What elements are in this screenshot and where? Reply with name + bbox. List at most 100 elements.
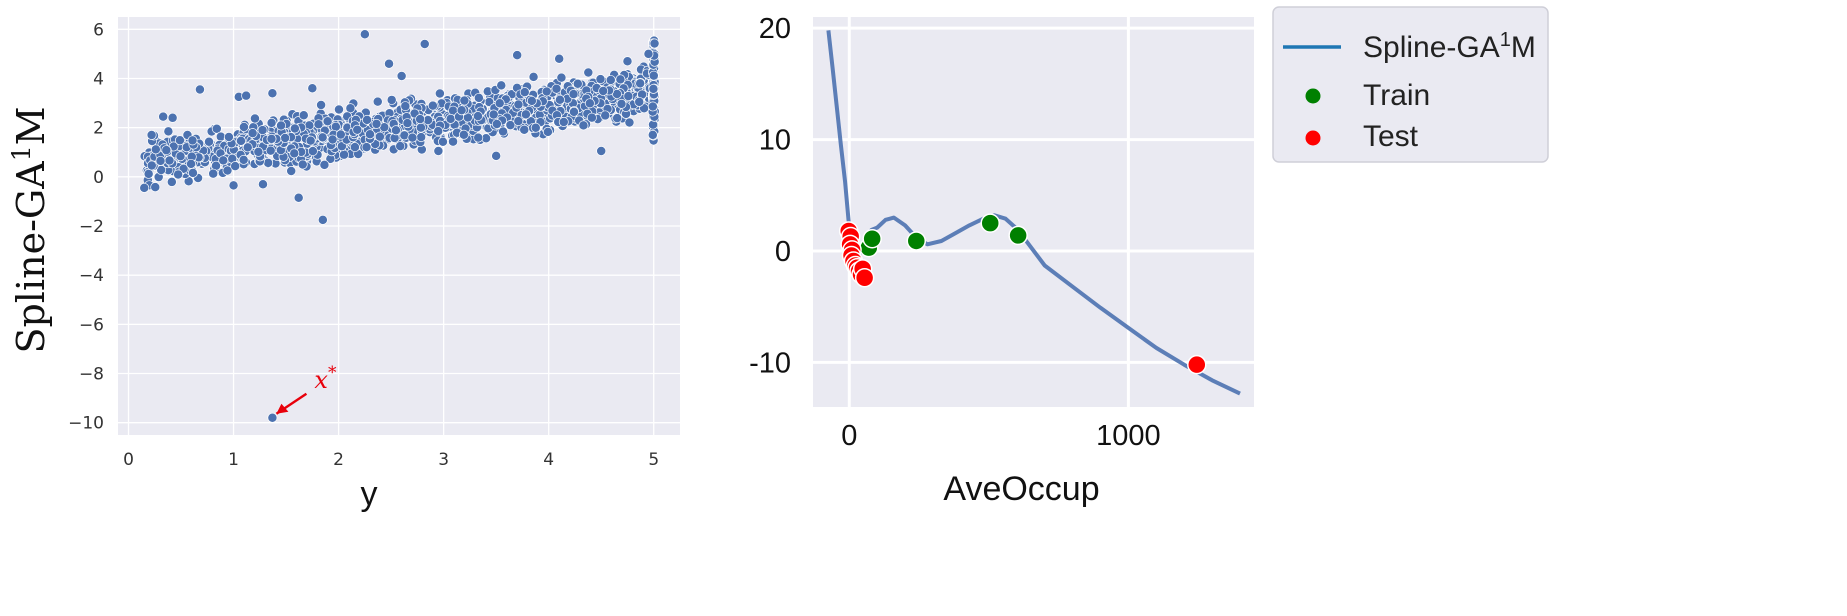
data-point xyxy=(230,161,241,172)
train-points xyxy=(859,213,1028,258)
data-point xyxy=(558,117,569,127)
data-point xyxy=(505,120,516,131)
data-point xyxy=(407,132,418,143)
annotation-label-sup: * xyxy=(328,363,337,383)
data-point xyxy=(293,192,304,203)
data-point xyxy=(319,159,330,170)
data-point xyxy=(624,117,635,128)
data-point xyxy=(223,132,234,142)
data-point xyxy=(317,132,328,143)
data-point xyxy=(361,142,372,153)
data-point xyxy=(313,119,324,130)
data-point xyxy=(236,135,246,146)
data-point xyxy=(400,101,411,112)
data-point xyxy=(415,122,426,133)
data-point xyxy=(551,83,562,94)
data-point xyxy=(648,70,659,81)
data-point xyxy=(359,29,370,40)
data-point xyxy=(384,58,394,69)
data-point xyxy=(276,120,287,131)
data-point xyxy=(298,110,309,121)
data-point xyxy=(473,132,484,143)
left-ticks: 0 1 2 3 4 5 6 4 2 0 −2 −4 −6 −8 −10 xyxy=(68,20,659,470)
left-y-tick-label: 2 xyxy=(93,119,104,139)
legend-label-spline-sup: 1 xyxy=(1500,29,1511,51)
right-plot-area xyxy=(813,17,1254,407)
data-point xyxy=(647,129,658,140)
data-point xyxy=(416,132,427,143)
left-x-tick-label: 4 xyxy=(543,450,554,470)
annotation-arrow xyxy=(275,392,308,415)
data-point xyxy=(643,48,654,59)
data-point xyxy=(600,110,611,121)
data-point xyxy=(175,151,186,162)
legend-box xyxy=(1272,6,1549,163)
data-point xyxy=(386,94,397,105)
data-point xyxy=(530,122,541,133)
left-y-tick-label: −2 xyxy=(79,217,104,237)
right-y-tick-label: 10 xyxy=(759,125,791,157)
right-x-axis-label: AveOccup xyxy=(943,470,1099,508)
data-point xyxy=(473,111,483,122)
left-x-tick-label: 2 xyxy=(333,450,344,470)
left-y-axis-label-main: Spline-GA xyxy=(9,161,53,354)
data-point xyxy=(257,125,268,136)
data-point xyxy=(612,113,623,124)
data-point xyxy=(555,94,565,105)
left-x-tick-label: 0 xyxy=(123,450,134,470)
annotation-arrow-head xyxy=(276,403,289,414)
data-point xyxy=(143,168,154,179)
data-point xyxy=(554,53,565,64)
legend-label-spline: Spline-GA1M xyxy=(1363,29,1536,64)
data-point xyxy=(402,118,413,129)
data-point xyxy=(173,169,184,180)
left-y-axis-label: Spline-GA1M xyxy=(7,106,53,353)
data-point xyxy=(155,155,166,166)
data-point xyxy=(238,154,249,165)
left-points xyxy=(139,29,660,423)
right-y-tick-label: 0 xyxy=(775,236,791,268)
data-point xyxy=(648,83,659,94)
data-point xyxy=(327,134,338,145)
data-point xyxy=(448,136,458,147)
data-point xyxy=(519,87,530,98)
data-point xyxy=(578,120,589,131)
data-point xyxy=(218,155,229,166)
data-point xyxy=(556,72,567,83)
data-point xyxy=(595,74,606,85)
data-point xyxy=(208,168,219,179)
data-point xyxy=(267,88,278,99)
test-point xyxy=(1187,354,1207,375)
data-point xyxy=(456,105,467,116)
test-points xyxy=(838,221,1207,375)
data-point xyxy=(167,112,178,123)
data-point xyxy=(166,176,177,187)
train-point xyxy=(906,231,927,251)
left-x-tick-label: 1 xyxy=(228,450,239,470)
test-point xyxy=(854,267,875,288)
data-point xyxy=(598,85,609,96)
data-point xyxy=(194,84,205,95)
data-point xyxy=(616,98,627,109)
legend-label-spline-tail: M xyxy=(1511,31,1536,64)
right-x-tick-label: 0 xyxy=(841,420,857,452)
data-point xyxy=(622,56,633,67)
data-point xyxy=(334,104,344,115)
data-point xyxy=(427,100,438,111)
data-point xyxy=(372,96,383,107)
data-point xyxy=(146,160,157,171)
data-point xyxy=(473,92,484,103)
data-point xyxy=(139,182,150,193)
data-point xyxy=(605,75,616,85)
data-point xyxy=(242,142,253,153)
data-point xyxy=(513,99,524,110)
data-point xyxy=(572,78,583,89)
left-y-tick-label: 4 xyxy=(93,69,104,89)
data-point xyxy=(286,166,297,176)
left-y-tick-label: −8 xyxy=(79,365,104,385)
data-point xyxy=(174,135,185,146)
data-point xyxy=(339,149,349,160)
data-point xyxy=(305,135,316,146)
data-point xyxy=(164,155,175,166)
